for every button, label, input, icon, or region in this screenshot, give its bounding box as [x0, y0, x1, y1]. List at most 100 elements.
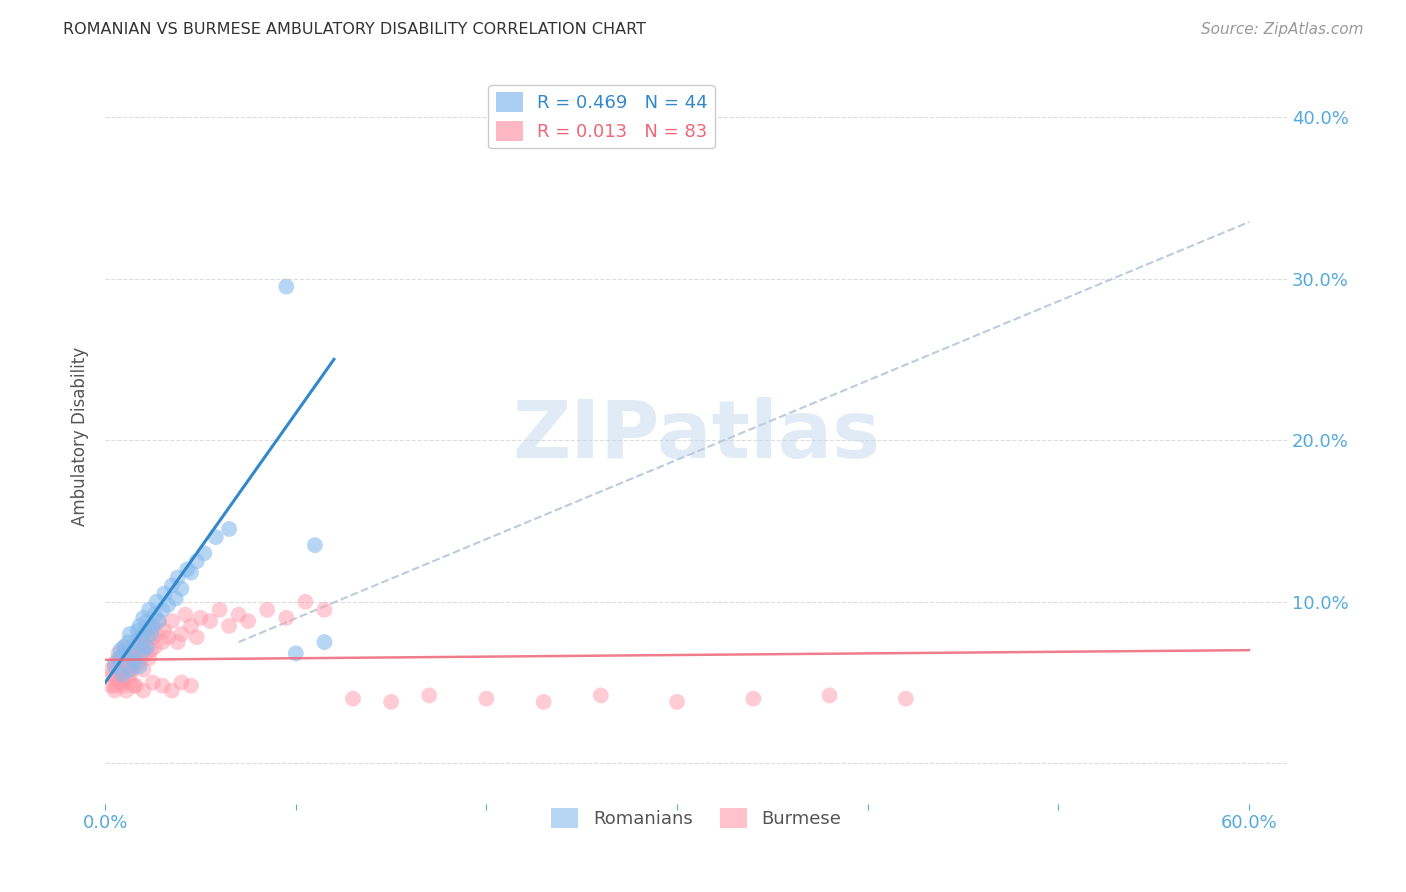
Point: [118, 675, 141, 690]
Point: [742, 691, 765, 706]
Point: [139, 627, 162, 641]
Point: [160, 614, 183, 628]
Point: [111, 663, 134, 677]
Point: [228, 607, 250, 622]
Point: [208, 603, 231, 617]
Point: [104, 683, 127, 698]
Point: [176, 562, 198, 576]
Point: [132, 683, 155, 698]
Point: [148, 614, 170, 628]
Point: [136, 614, 159, 628]
Point: [121, 663, 143, 677]
Point: [160, 578, 183, 592]
Point: [131, 630, 153, 644]
Point: [186, 554, 208, 568]
Point: [125, 635, 148, 649]
Point: [111, 675, 134, 690]
Point: [134, 647, 156, 661]
Point: [105, 672, 128, 686]
Point: [118, 627, 141, 641]
Point: [107, 651, 129, 665]
Point: [276, 611, 298, 625]
Point: [152, 635, 174, 649]
Point: [304, 538, 326, 552]
Point: [110, 643, 132, 657]
Point: [153, 586, 176, 600]
Point: [284, 647, 307, 661]
Point: [138, 603, 160, 617]
Point: [107, 675, 129, 690]
Point: [256, 603, 278, 617]
Point: [170, 675, 193, 690]
Legend: Romanians, Burmese: Romanians, Burmese: [544, 801, 848, 835]
Point: [198, 614, 221, 628]
Point: [218, 619, 240, 633]
Point: [314, 635, 336, 649]
Point: [294, 595, 316, 609]
Text: ROMANIAN VS BURMESE AMBULATORY DISABILITY CORRELATION CHART: ROMANIAN VS BURMESE AMBULATORY DISABILIT…: [63, 22, 647, 37]
Point: [818, 689, 841, 703]
Point: [128, 619, 150, 633]
Point: [136, 640, 159, 654]
Point: [122, 651, 145, 665]
Point: [160, 683, 183, 698]
Point: [142, 630, 165, 644]
Point: [418, 689, 440, 703]
Point: [121, 640, 143, 654]
Point: [157, 630, 180, 644]
Point: [115, 683, 138, 698]
Point: [180, 619, 202, 633]
Point: [475, 691, 498, 706]
Point: [128, 640, 150, 654]
Point: [125, 679, 148, 693]
Point: [153, 624, 176, 638]
Point: [107, 659, 129, 673]
Point: [170, 582, 193, 596]
Point: [170, 627, 193, 641]
Point: [138, 651, 160, 665]
Point: [193, 546, 215, 560]
Point: [152, 679, 174, 693]
Point: [276, 279, 298, 293]
Point: [166, 570, 188, 584]
Point: [204, 530, 226, 544]
Point: [342, 691, 364, 706]
Point: [128, 659, 150, 673]
Point: [136, 630, 159, 644]
Point: [100, 663, 122, 677]
Point: [132, 663, 155, 677]
Point: [180, 566, 202, 580]
Point: [110, 667, 132, 681]
Point: [314, 603, 336, 617]
Point: [894, 691, 917, 706]
Point: [131, 651, 153, 665]
Y-axis label: Ambulatory Disability: Ambulatory Disability: [72, 346, 89, 525]
Point: [100, 679, 122, 693]
Point: [118, 667, 141, 681]
Point: [589, 689, 612, 703]
Point: [142, 619, 165, 633]
Point: [112, 640, 135, 654]
Point: [138, 624, 160, 638]
Point: [104, 656, 127, 670]
Point: [117, 659, 139, 673]
Point: [148, 614, 170, 628]
Point: [118, 663, 141, 677]
Point: [125, 647, 148, 661]
Point: [118, 647, 141, 661]
Point: [180, 679, 202, 693]
Point: [112, 640, 135, 654]
Point: [122, 679, 145, 693]
Point: [238, 614, 260, 628]
Point: [186, 630, 208, 644]
Point: [157, 598, 180, 612]
Point: [127, 624, 149, 638]
Point: [166, 635, 188, 649]
Point: [380, 695, 402, 709]
Point: [142, 619, 165, 633]
Point: [145, 627, 167, 641]
Point: [117, 635, 139, 649]
Point: [533, 695, 555, 709]
Point: [101, 667, 124, 681]
Point: [165, 591, 187, 606]
